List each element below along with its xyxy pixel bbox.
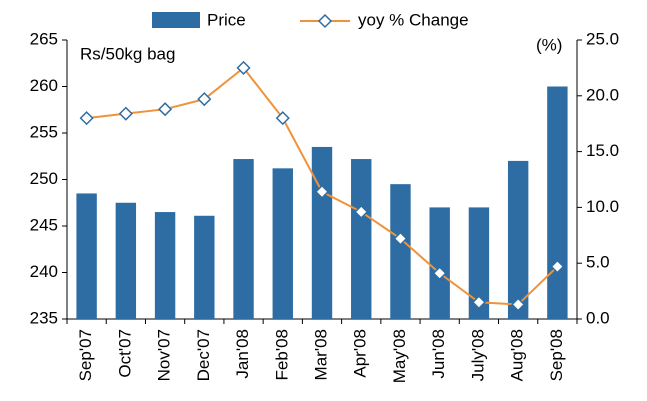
y2-tick-label: 25.0 [586, 29, 619, 48]
x-tick-label: Sep'07 [76, 329, 95, 381]
x-tick-label: Mar'08 [311, 329, 330, 380]
line-marker [393, 231, 408, 246]
y-tick-label: 260 [30, 76, 58, 95]
x-tick-label: Jun'08 [429, 329, 448, 379]
bar [272, 168, 293, 319]
x-tick-label: Feb'08 [272, 329, 291, 380]
bar [429, 207, 450, 319]
bar [507, 160, 529, 319]
y2-unit-label: (%) [536, 35, 562, 54]
y2-tick-label: 0.0 [586, 308, 610, 327]
y2-tick-label: 5.0 [586, 253, 610, 272]
line-marker [118, 106, 133, 121]
line-marker [236, 60, 251, 75]
line-marker [79, 111, 94, 126]
y-unit-label: Rs/50kg bag [80, 44, 175, 63]
bar [311, 146, 333, 319]
line-marker [314, 184, 330, 199]
bar [194, 215, 215, 319]
x-tick-label: Sep'08 [547, 329, 566, 381]
y-tick-label: 235 [30, 308, 58, 327]
bar [390, 184, 411, 319]
x-tick-label: Jan'08 [233, 329, 252, 379]
bar [351, 159, 372, 319]
y2-tick-label: 15.0 [586, 141, 619, 160]
line-marker [158, 102, 173, 117]
bar [233, 159, 254, 319]
x-tick-label: Apr'08 [351, 329, 370, 378]
y2-tick-label: 20.0 [586, 85, 619, 104]
y-tick-label: 265 [30, 29, 58, 48]
bar [115, 202, 137, 319]
x-tick-label: Dec'07 [194, 329, 213, 381]
y-tick-label: 245 [30, 215, 58, 234]
line-marker [471, 295, 486, 310]
y-tick-label: 250 [30, 169, 58, 188]
legend-swatch [152, 12, 200, 28]
line-marker [354, 204, 369, 219]
x-tick-label: July'08 [468, 329, 487, 381]
x-tick-label: May'08 [390, 329, 409, 383]
line-marker [275, 111, 290, 126]
line-marker [511, 297, 526, 312]
y-tick-label: 255 [30, 122, 58, 141]
bar [76, 193, 97, 319]
bar [547, 86, 568, 319]
x-tick-label: Nov'07 [155, 329, 174, 381]
line-marker [432, 266, 447, 281]
y2-tick-label: 10.0 [586, 197, 619, 216]
line-marker [550, 259, 565, 274]
x-tick-label: Aug'08 [508, 329, 527, 381]
legend-label: yoy % Change [358, 10, 469, 29]
bar [468, 207, 490, 319]
bar [154, 212, 176, 319]
line-marker [197, 92, 212, 107]
x-tick-label: Oct'07 [115, 329, 134, 378]
y-tick-label: 240 [30, 262, 58, 281]
legend-marker [317, 13, 333, 29]
legend-label: Price [207, 10, 246, 29]
